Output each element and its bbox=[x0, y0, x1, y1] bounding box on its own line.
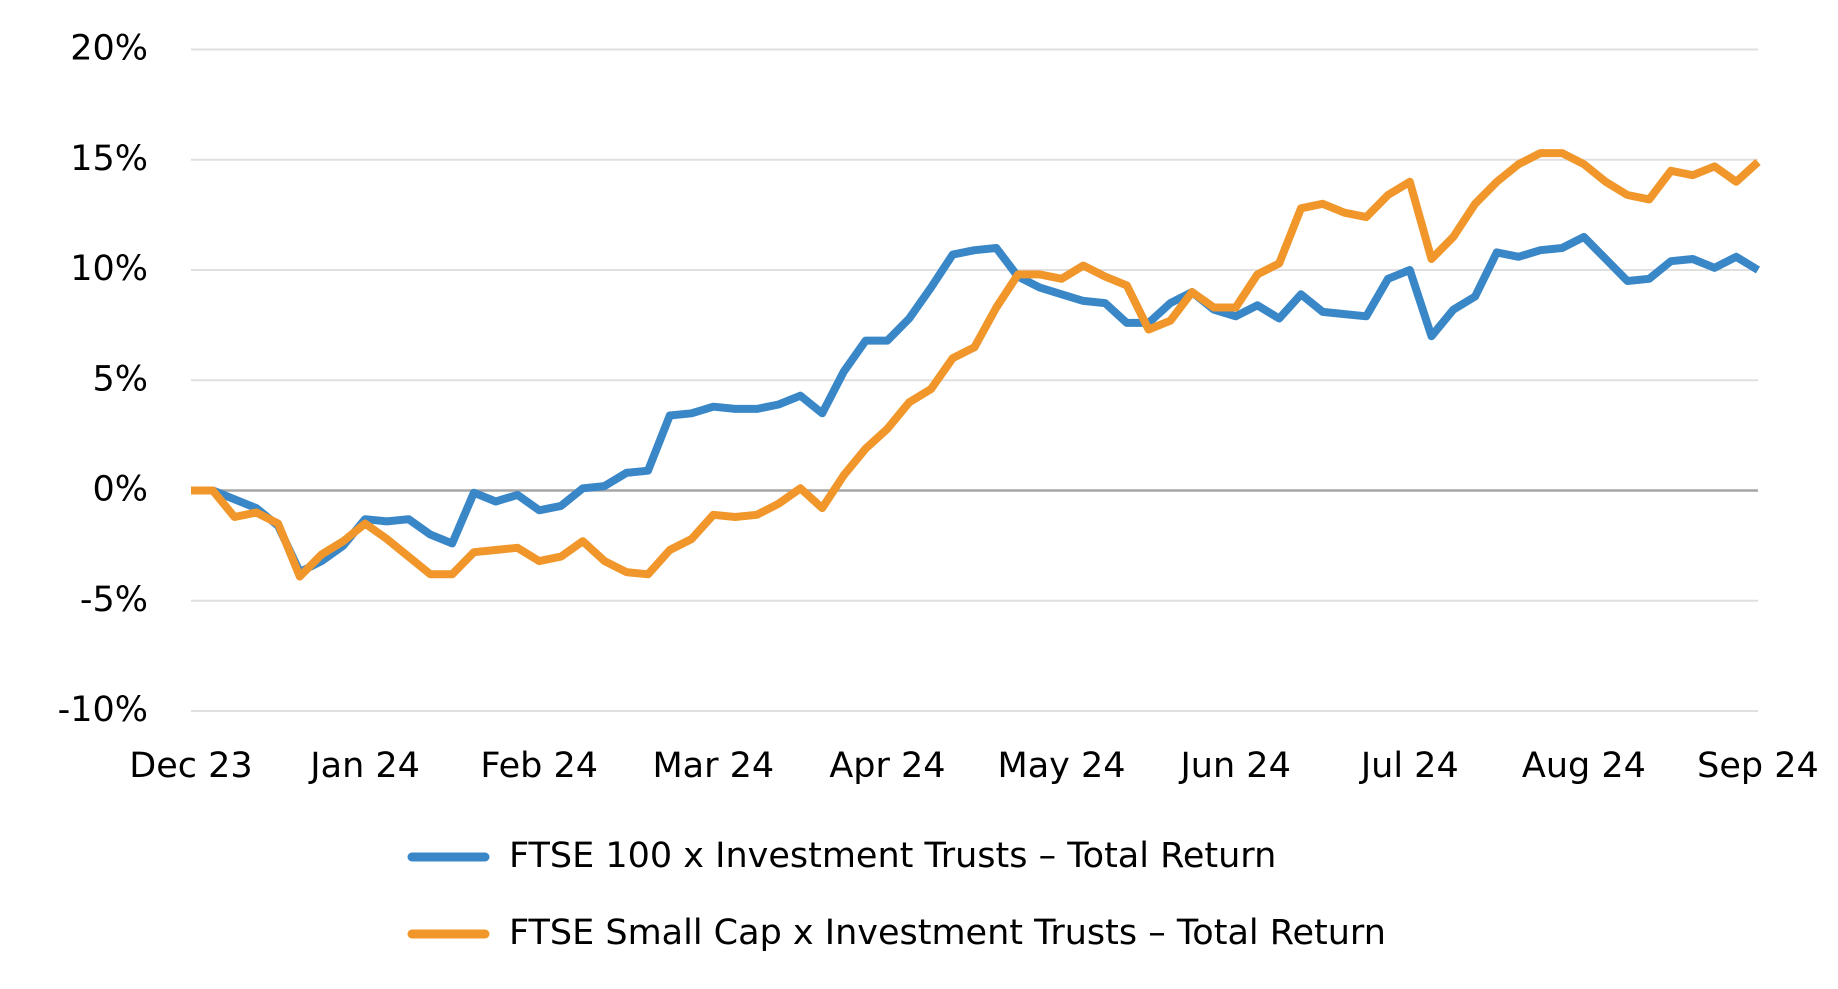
x-tick-label: Jun 24 bbox=[1178, 746, 1290, 786]
y-tick-label: -10% bbox=[58, 690, 148, 730]
y-tick-label: 5% bbox=[92, 359, 148, 399]
series-line bbox=[191, 232, 1761, 577]
legend-label: FTSE 100 x Investment Trusts – Total Ret… bbox=[509, 836, 1276, 876]
legend-label: FTSE Small Cap x Investment Trusts – Tot… bbox=[509, 913, 1386, 953]
x-tick-label: Apr 24 bbox=[829, 746, 945, 786]
y-tick-label: 20% bbox=[70, 29, 148, 69]
x-tick-label: Sep 24 bbox=[1697, 746, 1819, 786]
x-tick-label: Jan 24 bbox=[308, 746, 420, 786]
y-tick-label: -5% bbox=[80, 580, 148, 620]
y-tick-label: 10% bbox=[70, 249, 148, 289]
x-tick-label: Jul 24 bbox=[1359, 746, 1459, 786]
series-line bbox=[191, 149, 1761, 581]
x-tick-label: Mar 24 bbox=[652, 746, 774, 786]
x-tick-label: Dec 23 bbox=[129, 746, 252, 786]
x-tick-label: Aug 24 bbox=[1522, 746, 1646, 786]
y-tick-label: 0% bbox=[92, 470, 148, 510]
y-tick-label: 15% bbox=[70, 139, 148, 179]
x-tick-label: Feb 24 bbox=[480, 746, 598, 786]
x-tick-label: May 24 bbox=[998, 746, 1126, 786]
